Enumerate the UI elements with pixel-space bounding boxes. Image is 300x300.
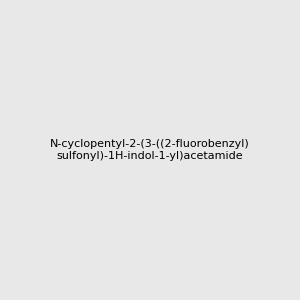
Text: N-cyclopentyl-2-(3-((2-fluorobenzyl)
sulfonyl)-1H-indol-1-yl)acetamide: N-cyclopentyl-2-(3-((2-fluorobenzyl) sul…: [50, 139, 250, 161]
